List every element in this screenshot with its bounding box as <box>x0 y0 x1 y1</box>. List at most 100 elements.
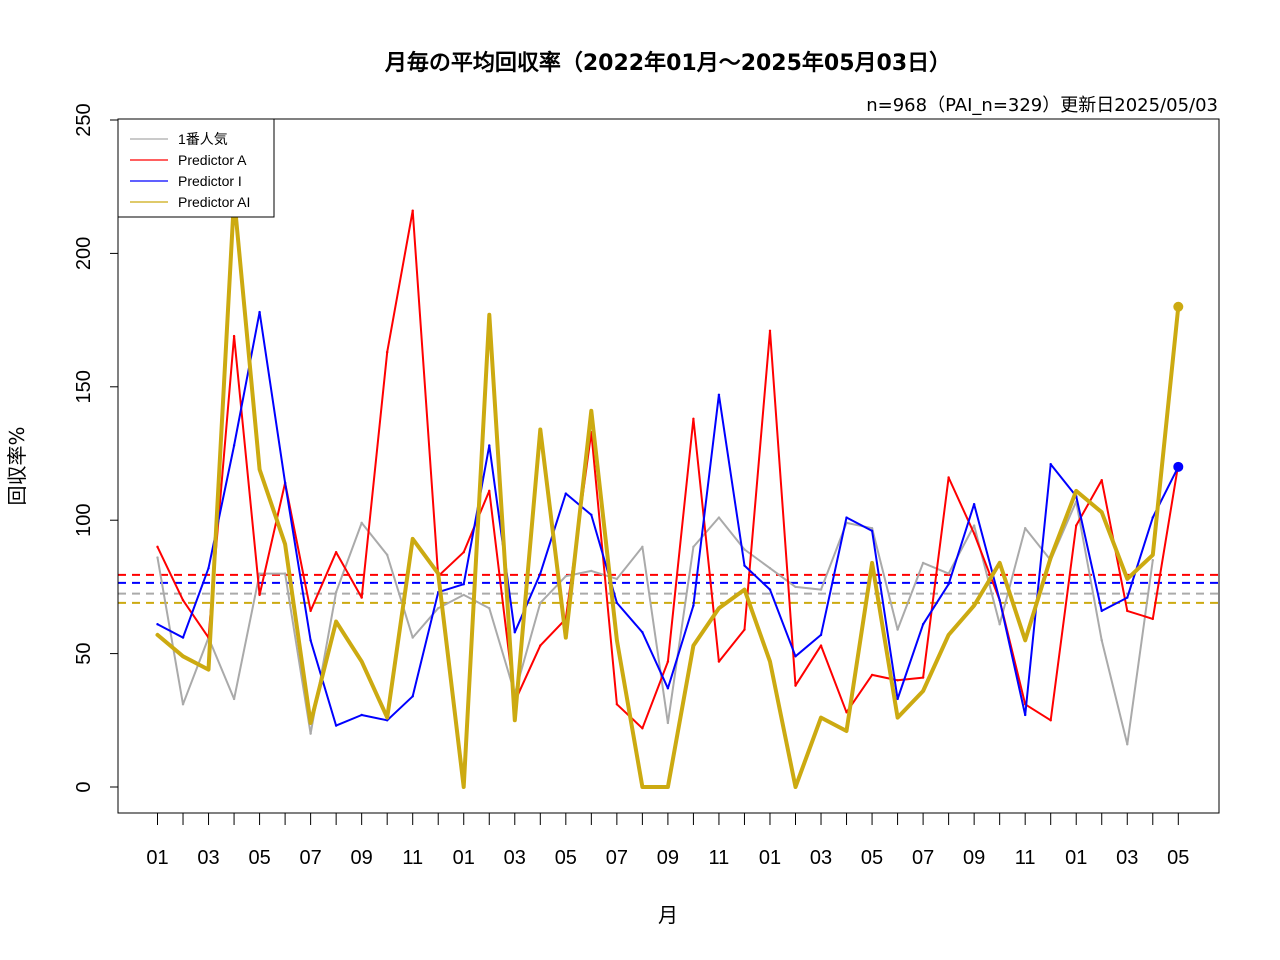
data-point <box>896 716 899 719</box>
data-point <box>896 697 899 701</box>
x-tick-label: 01 <box>146 847 168 869</box>
data-point <box>692 604 695 607</box>
data-point <box>615 703 619 706</box>
data-point <box>564 575 568 578</box>
data-point <box>666 785 670 789</box>
data-point <box>845 516 848 519</box>
data-point <box>794 585 797 589</box>
data-point <box>972 502 976 506</box>
data-point <box>564 636 568 639</box>
data-point <box>768 567 772 570</box>
data-point <box>1023 713 1027 717</box>
data-point <box>411 209 414 212</box>
y-tick-label: 50 <box>73 642 95 664</box>
data-point <box>283 543 287 546</box>
data-point <box>947 583 950 586</box>
data-point <box>1151 516 1154 519</box>
data-point <box>947 476 950 479</box>
data-point <box>615 577 619 581</box>
last-point-marker <box>1173 301 1184 312</box>
data-point <box>692 545 695 549</box>
data-point <box>717 660 721 663</box>
data-point <box>181 703 185 706</box>
data-point <box>743 628 746 631</box>
x-tick-label: 03 <box>197 847 219 869</box>
data-point <box>972 532 976 535</box>
data-point <box>845 729 848 733</box>
y-tick-label: 150 <box>73 370 95 403</box>
data-point <box>258 572 261 575</box>
data-point <box>1100 510 1103 514</box>
data-point <box>385 716 389 719</box>
data-point <box>488 444 491 447</box>
data-point <box>921 689 925 693</box>
data-point <box>411 537 414 541</box>
legend-label: 1番人気 <box>178 131 228 147</box>
x-tick-label: 01 <box>1065 847 1087 869</box>
data-point <box>232 334 236 338</box>
legend-label: Predictor AI <box>178 194 250 210</box>
data-point <box>1100 609 1103 613</box>
last-point-marker <box>1173 461 1184 472</box>
data-point <box>360 713 363 717</box>
data-point <box>513 719 516 722</box>
x-tick-label: 03 <box>504 847 526 869</box>
data-point <box>437 572 440 575</box>
y-tick-label: 250 <box>73 103 95 136</box>
x-tick-label: 09 <box>351 847 373 869</box>
legend-label: Predictor I <box>178 173 242 189</box>
series-1 <box>156 209 1180 730</box>
data-point <box>207 567 210 570</box>
data-point <box>334 620 338 623</box>
chart-subtitle: n=968（PAI_n=329）更新日2025/05/03 <box>866 95 1218 116</box>
x-tick-label: 01 <box>759 847 781 869</box>
data-point <box>1049 556 1052 559</box>
data-point <box>156 623 159 626</box>
data-point <box>590 569 593 573</box>
x-tick-label: 05 <box>555 847 577 869</box>
y-tick-label: 0 <box>73 781 95 792</box>
data-point <box>641 545 644 549</box>
data-point <box>283 572 287 575</box>
data-point <box>947 572 950 575</box>
legend-label: Predictor A <box>178 152 247 168</box>
x-tick-label: 07 <box>299 847 321 869</box>
x-tick-label: 01 <box>453 847 475 869</box>
data-point <box>334 591 338 594</box>
data-point <box>334 724 338 727</box>
data-point <box>360 521 363 525</box>
series-line-1 <box>156 209 1180 730</box>
data-point <box>385 553 389 557</box>
data-point <box>972 604 976 607</box>
data-point <box>870 527 874 530</box>
data-point <box>666 687 670 690</box>
data-point <box>1126 743 1129 746</box>
data-point <box>1151 617 1154 621</box>
data-point <box>768 329 772 332</box>
data-point <box>1126 609 1129 613</box>
data-point <box>615 639 619 642</box>
data-point <box>156 633 159 637</box>
data-point <box>1049 462 1052 466</box>
data-point <box>360 596 363 599</box>
x-tick-label: 11 <box>1015 847 1036 869</box>
data-point <box>743 564 746 567</box>
legend-box <box>117 118 275 218</box>
series-line-3 <box>155 195 1181 789</box>
data-point <box>590 409 593 413</box>
data-point <box>309 609 312 613</box>
data-point <box>998 599 1001 602</box>
data-point <box>309 732 312 735</box>
chart-title: 月毎の平均回収率（2022年01月～2025年05月03日） <box>384 50 951 76</box>
x-tick-label: 11 <box>402 847 423 869</box>
data-point <box>794 684 797 687</box>
x-tick-label: 05 <box>861 847 883 869</box>
data-point <box>717 607 721 610</box>
y-tick-label: 200 <box>73 237 95 270</box>
data-point <box>360 660 363 663</box>
y-tick-label: 100 <box>73 504 95 537</box>
data-point <box>232 444 236 447</box>
mean-lines <box>118 573 1219 604</box>
